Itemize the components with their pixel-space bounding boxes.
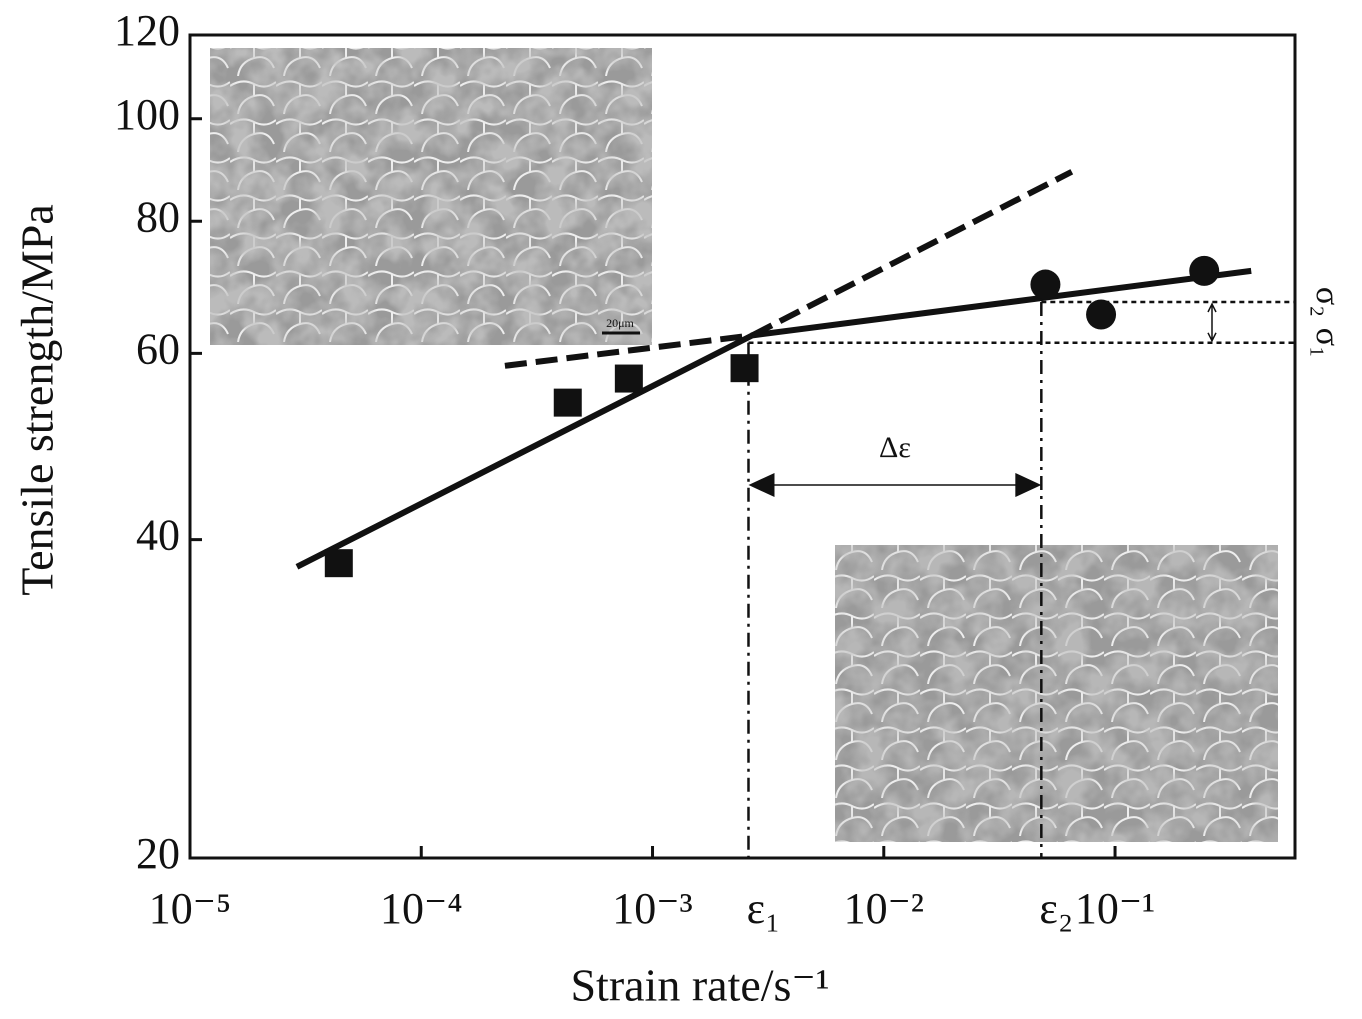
y-tick-label: 20 [136,829,180,878]
data-point [1189,256,1219,286]
x-tick-label: 10⁻⁵ [149,884,232,933]
x-tick-label: 10⁻⁴ [380,884,463,933]
fit-line [752,172,1071,336]
data-point [615,365,643,393]
x-tick-label: 10⁻² [844,884,924,933]
level-x-label: ε₁ [747,884,781,933]
data-point [731,354,759,382]
sem-image-top [210,48,652,345]
sem-image-bottom [835,545,1278,842]
level-x-label: ε₂ [1039,884,1073,933]
chart: 20μm Tensile strength/MPa Strain rate/s⁻… [0,0,1362,1019]
x-tick-label: 10⁻³ [612,884,692,933]
y-axis-label: Tensile strength/MPa [12,204,63,596]
level-arrow [1208,304,1216,341]
data-point [1086,299,1116,329]
level-y-label: σ₂ [1309,287,1346,317]
level-y-label: σ₁ [1309,328,1346,358]
y-tick-label: 60 [136,324,180,373]
data-point [554,389,582,417]
y-tick-label: 40 [136,511,180,560]
data-point [325,549,353,577]
interval-label: Δε [879,431,911,464]
scale-bar-label: 20μm [606,316,634,330]
x-axis-label: Strain rate/s⁻¹ [570,960,829,1011]
y-tick-label: 100 [114,90,180,139]
data-point [1030,270,1060,300]
y-tick-label: 120 [114,6,180,55]
x-tick-label: 10⁻¹ [1075,884,1155,933]
y-tick-label: 80 [136,192,180,241]
